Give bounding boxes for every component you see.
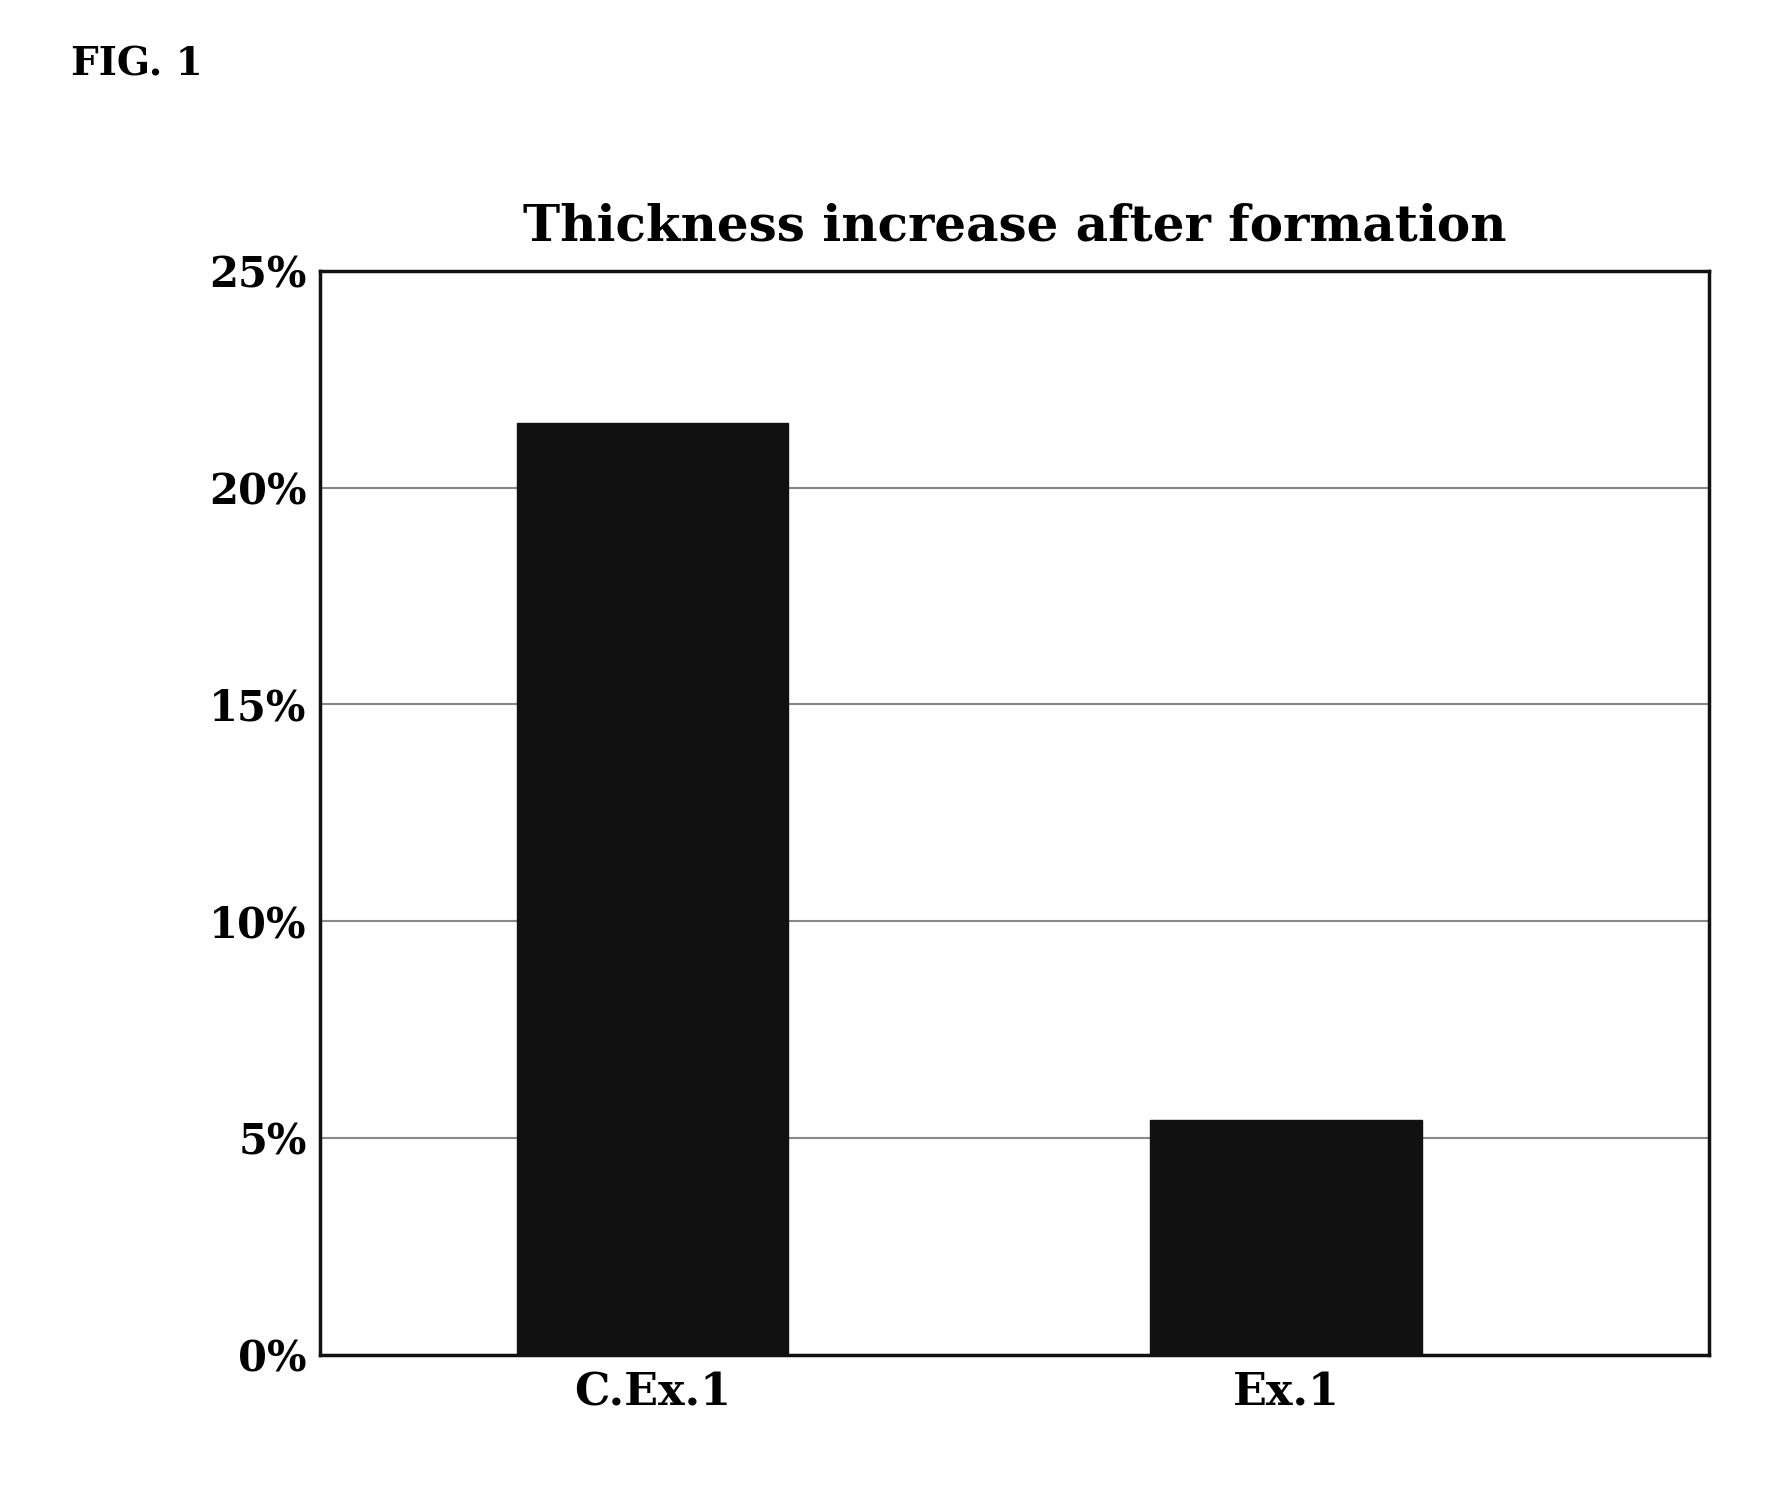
- Bar: [1150, 1120, 1422, 1354]
- Title: Thickness increase after formation: Thickness increase after formation: [523, 202, 1506, 251]
- Text: FIG. 1: FIG. 1: [71, 45, 203, 83]
- Bar: [516, 423, 789, 1354]
